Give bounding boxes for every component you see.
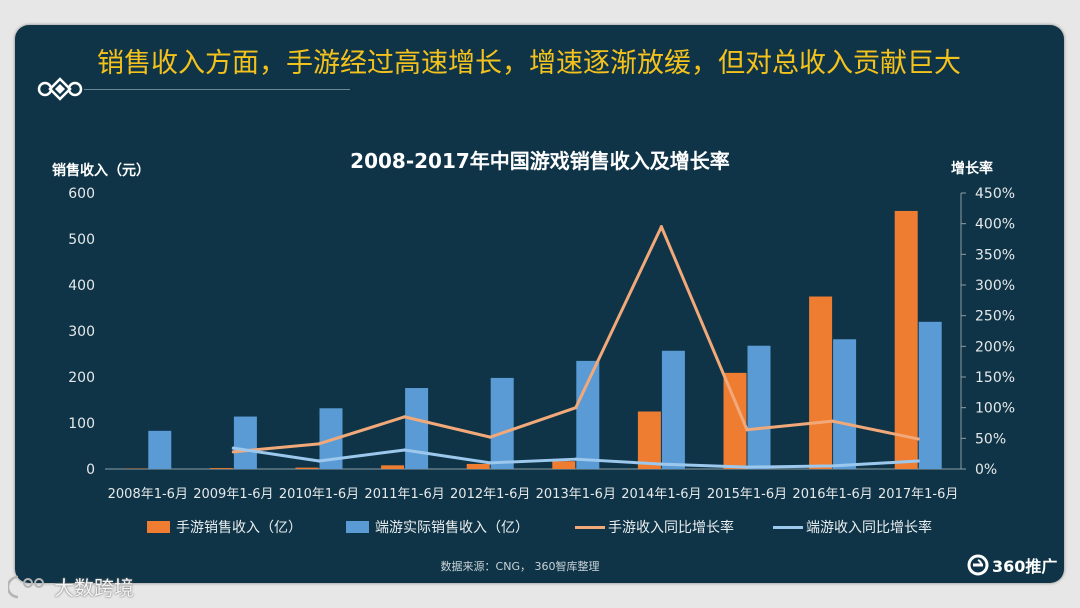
pc-game-revenue-bar xyxy=(661,350,685,469)
mobile-growth-line-point xyxy=(317,442,321,446)
mobile-growth-line-point xyxy=(403,415,407,419)
pc-growth-line-point xyxy=(659,462,664,466)
y-tick-label: 300 xyxy=(68,324,95,340)
y2-axis-label: 增长率 xyxy=(951,161,993,177)
mobile-game-revenue-bar xyxy=(295,467,319,469)
mobile-game-revenue-bar xyxy=(381,465,405,469)
pc-game-revenue-bar xyxy=(405,388,429,469)
data-source-note: 数据来源：CNG， 360智库整理 xyxy=(440,560,600,573)
slide-headline: 销售收入方面，手游经过高速增长，增速逐渐放缓，但对总收入贡献巨大 xyxy=(97,48,961,79)
watermark-logo-icon xyxy=(8,575,44,598)
x-category-label: 2016年1-6月 xyxy=(792,487,872,502)
mobile-game-revenue-bar xyxy=(894,210,918,469)
legend-label: 端游实际销售收入（亿） xyxy=(375,520,529,536)
x-category-label: 2017年1-6月 xyxy=(878,487,958,502)
mobile-growth-line-point xyxy=(831,419,835,423)
360-logo-icon xyxy=(967,554,989,576)
pc-game-revenue-bar xyxy=(747,345,771,469)
mobile-game-revenue-bar xyxy=(209,468,233,469)
mobile-game-revenue-bar xyxy=(809,296,833,469)
x-category-label: 2011年1-6月 xyxy=(364,487,444,502)
legend-swatch-line xyxy=(575,525,605,529)
y2-tick-label: 350% xyxy=(975,247,1015,263)
pc-game-revenue-bar xyxy=(833,339,857,469)
y-axis-label: 销售收入（元） xyxy=(52,163,150,179)
pc-growth-line-point xyxy=(488,461,492,465)
slide-panel xyxy=(15,25,1064,583)
pc-growth-line-point xyxy=(831,464,835,468)
y2-tick-label: 200% xyxy=(975,339,1015,355)
mobile-growth-line-point xyxy=(745,428,749,432)
mobile-game-revenue-bar xyxy=(552,461,576,469)
x-category-label: 2010年1-6月 xyxy=(279,487,359,502)
chart-title: 2008-2017年中国游戏销售收入及增长率 xyxy=(350,149,730,173)
legend-label: 端游收入同比增长率 xyxy=(806,520,932,536)
pc-game-revenue-bar xyxy=(148,430,172,469)
brand-text: 360推广 xyxy=(992,557,1058,576)
pc-game-revenue-bar xyxy=(233,416,257,469)
mobile-growth-line-point xyxy=(231,450,235,454)
y-tick-label: 100 xyxy=(68,416,95,432)
x-category-label: 2012年1-6月 xyxy=(450,487,530,502)
y-tick-label: 0 xyxy=(86,462,95,478)
y-tick-label: 200 xyxy=(68,370,95,386)
x-category-label: 2009年1-6月 xyxy=(193,487,273,502)
pc-growth-line-point xyxy=(403,448,407,452)
mobile-game-revenue-bar xyxy=(637,411,661,469)
legend-swatch-bar xyxy=(346,521,369,533)
legend-label: 手游销售收入（亿） xyxy=(176,520,302,536)
brand-logo: 360推广 xyxy=(967,553,1057,577)
y2-tick-label: 150% xyxy=(975,370,1015,386)
x-category-label: 2014年1-6月 xyxy=(621,487,701,502)
legend-item-pc-growth: 端游收入同比增长率 xyxy=(773,518,932,536)
x-category-label: 2015年1-6月 xyxy=(707,487,787,502)
y2-tick-label: 400% xyxy=(975,217,1015,233)
legend-swatch-line xyxy=(773,525,803,529)
pc-growth-line-point xyxy=(916,459,920,463)
legend-label: 手游收入同比增长率 xyxy=(608,520,734,536)
watermark-text: 大数跨境 xyxy=(54,576,134,600)
pc-growth-line-point xyxy=(574,457,578,461)
legend-item-mobile-revenue: 手游销售收入（亿） xyxy=(147,518,302,536)
mobile-growth-line-point xyxy=(659,225,664,229)
x-category-label: 2008年1-6月 xyxy=(108,487,188,502)
pc-game-revenue-bar xyxy=(490,377,514,469)
pc-game-revenue-bar xyxy=(918,321,942,469)
y-tick-label: 600 xyxy=(68,186,95,202)
pc-growth-line-point xyxy=(745,465,749,469)
pc-growth-line-point xyxy=(231,446,235,450)
mobile-game-revenue-bar xyxy=(723,372,747,469)
mobile-growth-line-point xyxy=(488,435,492,439)
pc-game-revenue-bar xyxy=(576,360,600,469)
y2-tick-label: 300% xyxy=(975,278,1015,294)
legend-item-pc-revenue: 端游实际销售收入（亿） xyxy=(346,518,529,536)
headline-divider xyxy=(84,89,350,90)
y2-tick-label: 0% xyxy=(975,462,997,478)
legend-swatch-bar xyxy=(147,521,170,533)
y2-tick-label: 100% xyxy=(975,401,1015,417)
y-tick-label: 500 xyxy=(68,232,95,248)
y2-tick-label: 250% xyxy=(975,309,1015,325)
mobile-growth-line-point xyxy=(916,437,920,441)
mobile-growth-line-point xyxy=(574,406,578,410)
x-category-label: 2013年1-6月 xyxy=(536,487,616,502)
legend-item-mobile-growth: 手游收入同比增长率 xyxy=(575,518,734,536)
y2-tick-label: 50% xyxy=(975,431,1006,447)
y-tick-label: 400 xyxy=(68,278,95,294)
pc-growth-line-point xyxy=(317,459,321,463)
y2-tick-label: 450% xyxy=(975,186,1015,202)
mobile-game-revenue-bar xyxy=(466,463,490,469)
knot-ornament-icon xyxy=(37,77,83,101)
watermark: 大数跨境 xyxy=(8,572,134,601)
